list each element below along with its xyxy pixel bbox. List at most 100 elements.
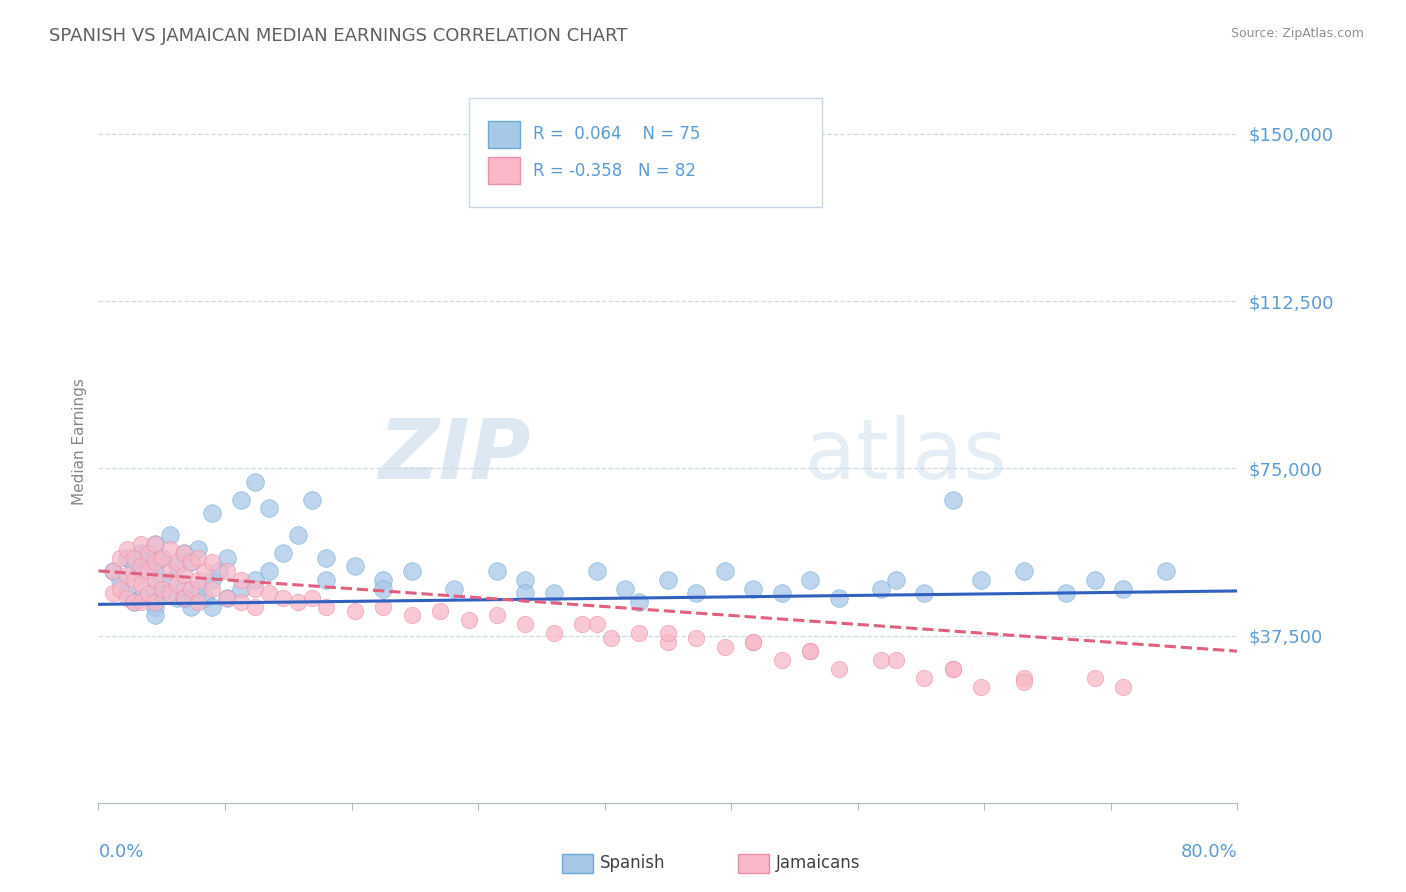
Point bbox=[136, 586, 159, 600]
Point bbox=[101, 586, 124, 600]
Point bbox=[585, 564, 607, 578]
Point bbox=[273, 591, 295, 605]
Point bbox=[543, 586, 565, 600]
Point bbox=[770, 586, 793, 600]
Point bbox=[1012, 671, 1035, 685]
Point bbox=[229, 582, 252, 596]
Point bbox=[129, 559, 152, 574]
Point bbox=[685, 586, 707, 600]
Point bbox=[194, 591, 217, 605]
Point bbox=[457, 613, 479, 627]
Point bbox=[187, 573, 209, 587]
Point bbox=[173, 546, 195, 560]
Point bbox=[122, 595, 145, 609]
Point bbox=[912, 671, 935, 685]
Point bbox=[543, 626, 565, 640]
Point bbox=[152, 582, 174, 596]
Point bbox=[159, 541, 181, 556]
Point bbox=[742, 582, 765, 596]
Point bbox=[115, 586, 138, 600]
Point bbox=[208, 564, 231, 578]
Point bbox=[201, 506, 224, 520]
Point bbox=[145, 599, 167, 614]
FancyBboxPatch shape bbox=[488, 157, 520, 185]
Text: Source: ZipAtlas.com: Source: ZipAtlas.com bbox=[1230, 27, 1364, 40]
Point bbox=[145, 537, 167, 551]
Point bbox=[115, 541, 138, 556]
Point bbox=[187, 582, 209, 596]
Point bbox=[108, 550, 131, 565]
Point bbox=[799, 573, 821, 587]
Point bbox=[136, 546, 159, 560]
Point bbox=[129, 568, 152, 582]
FancyBboxPatch shape bbox=[488, 120, 520, 148]
Point bbox=[401, 608, 423, 623]
Point bbox=[122, 573, 145, 587]
Point bbox=[187, 541, 209, 556]
Point bbox=[115, 550, 138, 565]
Point bbox=[201, 582, 224, 596]
FancyBboxPatch shape bbox=[468, 98, 821, 207]
Point bbox=[301, 492, 323, 507]
Point bbox=[173, 591, 195, 605]
Point bbox=[628, 595, 651, 609]
Point bbox=[115, 591, 138, 605]
Point bbox=[373, 573, 395, 587]
Point bbox=[870, 582, 893, 596]
Point bbox=[187, 550, 209, 565]
Text: atlas: atlas bbox=[804, 416, 1007, 497]
Text: 0.0%: 0.0% bbox=[98, 843, 143, 861]
Point bbox=[1112, 680, 1135, 694]
Point bbox=[515, 586, 537, 600]
Point bbox=[159, 528, 181, 542]
Point bbox=[180, 555, 202, 569]
Point bbox=[145, 555, 167, 569]
Point bbox=[585, 617, 607, 632]
Point bbox=[742, 635, 765, 649]
Point bbox=[373, 582, 395, 596]
Point bbox=[1012, 675, 1035, 690]
Point bbox=[173, 582, 195, 596]
Point bbox=[1112, 582, 1135, 596]
Point bbox=[129, 591, 152, 605]
Point bbox=[401, 564, 423, 578]
Point bbox=[215, 591, 238, 605]
Point bbox=[201, 599, 224, 614]
Point bbox=[108, 582, 131, 596]
Point bbox=[1154, 564, 1177, 578]
Text: R =  0.064    N = 75: R = 0.064 N = 75 bbox=[533, 126, 700, 144]
Point bbox=[714, 640, 737, 654]
Point bbox=[443, 582, 465, 596]
Point bbox=[136, 555, 159, 569]
Point bbox=[742, 635, 765, 649]
Point bbox=[315, 550, 337, 565]
Point bbox=[243, 599, 266, 614]
Point bbox=[145, 608, 167, 623]
Point bbox=[515, 617, 537, 632]
Point bbox=[343, 604, 366, 618]
Point bbox=[215, 550, 238, 565]
Text: Jamaicans: Jamaicans bbox=[776, 854, 860, 871]
Point bbox=[145, 595, 167, 609]
Point bbox=[301, 591, 323, 605]
Point bbox=[215, 564, 238, 578]
Point bbox=[486, 564, 509, 578]
Point bbox=[970, 573, 993, 587]
Point bbox=[287, 528, 309, 542]
Point bbox=[187, 595, 209, 609]
Point bbox=[122, 550, 145, 565]
Point bbox=[129, 577, 152, 591]
Point bbox=[166, 555, 188, 569]
Point bbox=[657, 626, 679, 640]
Point bbox=[486, 608, 509, 623]
Point bbox=[145, 564, 167, 578]
Point bbox=[194, 564, 217, 578]
Y-axis label: Median Earnings: Median Earnings bbox=[72, 378, 87, 505]
Point bbox=[884, 573, 907, 587]
Point bbox=[515, 573, 537, 587]
Point bbox=[259, 501, 281, 516]
Point bbox=[152, 550, 174, 565]
Point bbox=[1084, 671, 1107, 685]
Point bbox=[152, 586, 174, 600]
Point bbox=[799, 644, 821, 658]
